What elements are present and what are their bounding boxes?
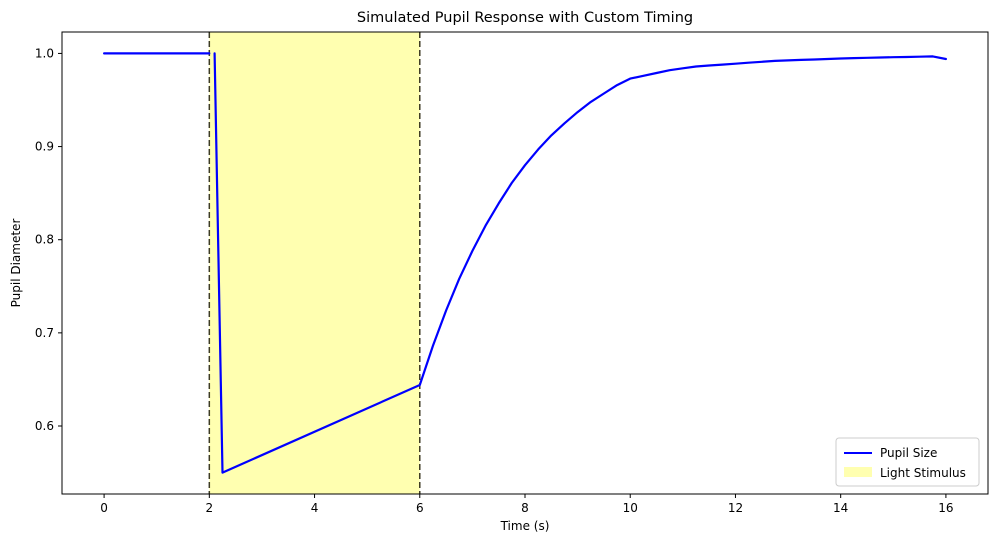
y-tick-label: 1.0 — [35, 46, 54, 60]
legend-light-stimulus-swatch — [844, 467, 872, 477]
x-tick-label: 16 — [938, 501, 953, 515]
y-tick-label: 0.7 — [35, 326, 54, 340]
y-tick-label: 0.9 — [35, 140, 54, 154]
legend-pupil-size-label: Pupil Size — [880, 446, 937, 460]
y-tick-label: 0.6 — [35, 419, 54, 433]
x-tick-label: 2 — [205, 501, 213, 515]
x-tick-label: 8 — [521, 501, 529, 515]
x-tick-label: 12 — [728, 501, 743, 515]
tick-layer: 0 2 4 6 8 10 12 14 16 0.6 0.7 0.8 0.9 1.0 — [35, 46, 954, 515]
stimulus-layer — [208, 32, 421, 494]
chart-title: Simulated Pupil Response with Custom Tim… — [357, 10, 693, 26]
legend: Pupil Size Light Stimulus — [835, 437, 980, 487]
x-tick-label: 4 — [311, 501, 319, 515]
x-tick-label: 0 — [100, 501, 108, 515]
x-tick-label: 10 — [623, 501, 638, 515]
legend-light-stimulus-label: Light Stimulus — [880, 466, 966, 480]
x-tick-label: 14 — [833, 501, 848, 515]
light-stimulus-region — [209, 32, 420, 494]
series-layer — [102, 52, 948, 474]
y-tick-label: 0.8 — [35, 233, 54, 247]
x-axis-label: Time (s) — [500, 519, 550, 533]
y-axis-label: Pupil Diameter — [9, 219, 23, 308]
pupil-size-line-segment-2 — [213, 52, 948, 474]
x-tick-label: 6 — [416, 501, 424, 515]
